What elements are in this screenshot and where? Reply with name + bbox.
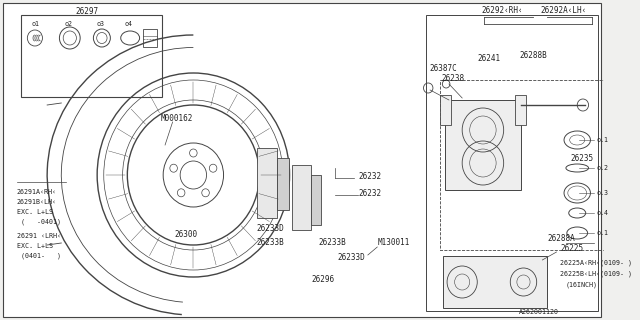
Text: (0401-   ): (0401- ): [20, 253, 61, 259]
Text: 26288A: 26288A: [547, 234, 575, 243]
Text: 26291B‹LH‹: 26291B‹LH‹: [17, 199, 57, 205]
Text: o.4: o.4: [596, 210, 608, 216]
Text: 26291 ‹LRH‹: 26291 ‹LRH‹: [17, 233, 61, 239]
Bar: [426, 15, 598, 311]
Text: 26233B: 26233B: [319, 237, 346, 246]
Text: 26288B: 26288B: [520, 51, 547, 60]
Text: EXC. L+LS: EXC. L+LS: [17, 209, 53, 215]
Text: 26235: 26235: [571, 154, 594, 163]
Text: o2: o2: [64, 21, 72, 27]
Text: EXC. L+LS: EXC. L+LS: [17, 243, 53, 249]
Text: 26241: 26241: [477, 53, 500, 62]
Text: 26387C: 26387C: [429, 63, 457, 73]
Text: 26238: 26238: [442, 74, 465, 83]
Text: 26225: 26225: [560, 244, 584, 252]
Text: 26300: 26300: [175, 229, 198, 238]
Bar: [440, 80, 609, 250]
Text: M130011: M130011: [378, 237, 410, 246]
Bar: [444, 256, 547, 308]
Text: 26292‹RH‹: 26292‹RH‹: [481, 5, 523, 14]
Text: o.1: o.1: [596, 137, 608, 143]
Text: o.2: o.2: [596, 165, 608, 171]
Text: o3: o3: [96, 21, 104, 27]
Text: (16INCH): (16INCH): [566, 282, 598, 288]
Bar: [515, 95, 526, 125]
Text: 26233D: 26233D: [338, 253, 365, 262]
Bar: [257, 148, 277, 218]
Bar: [292, 165, 311, 230]
Bar: [143, 29, 157, 47]
Text: o4: o4: [125, 21, 132, 27]
Text: 26233D: 26233D: [257, 223, 284, 233]
Text: 26291A‹RH‹: 26291A‹RH‹: [17, 189, 57, 195]
Text: o1: o1: [31, 21, 39, 27]
Text: 26297: 26297: [76, 6, 99, 15]
Text: 26225A‹RH‹(0109- ): 26225A‹RH‹(0109- ): [560, 260, 632, 266]
Text: o.1: o.1: [596, 230, 608, 236]
Text: 26233B: 26233B: [257, 237, 284, 246]
Bar: [440, 95, 451, 125]
Text: 26232: 26232: [358, 172, 381, 180]
Text: 26232: 26232: [358, 188, 381, 197]
Text: (   -0401): ( -0401): [20, 219, 61, 225]
Bar: [277, 158, 289, 210]
Bar: [311, 175, 321, 225]
Bar: [445, 100, 521, 190]
Text: 26296: 26296: [311, 276, 334, 284]
Text: M000162: M000162: [161, 114, 193, 123]
Text: o.3: o.3: [596, 190, 608, 196]
Text: 26225B‹LH‹(0109- ): 26225B‹LH‹(0109- ): [560, 271, 632, 277]
Text: A262001120: A262001120: [519, 309, 559, 315]
Text: 26292A‹LH‹: 26292A‹LH‹: [540, 5, 587, 14]
Bar: [20, 15, 162, 97]
